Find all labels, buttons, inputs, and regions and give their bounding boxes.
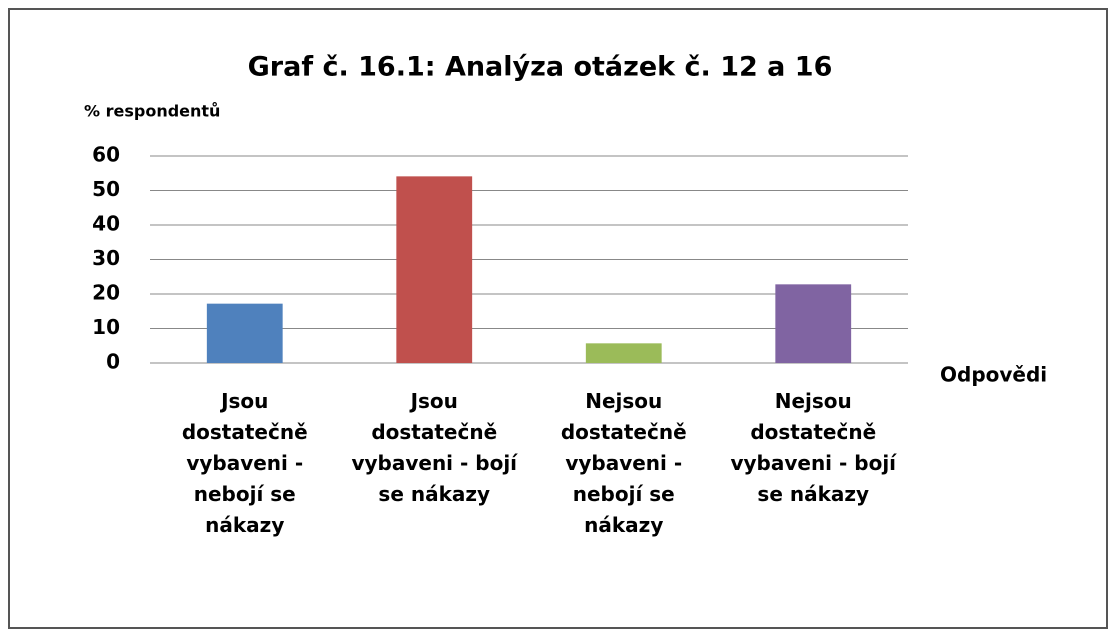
y-tick-label: 30 [92, 246, 120, 270]
x-tick-label: Jsou dostatečně vybaveni - bojí se nákaz… [351, 389, 518, 506]
bar [585, 343, 662, 363]
y-tick-label: 60 [92, 143, 120, 167]
bar [396, 176, 473, 363]
y-tick-label: 20 [92, 281, 120, 305]
y-tick-label: 40 [92, 212, 120, 236]
x-axis-title: Odpovědi [940, 363, 1047, 387]
x-tick-label: Nejsou dostatečně vybaveni - bojí se nák… [730, 389, 897, 506]
x-tick-label: Jsou dostatečně vybaveni - nebojí se nák… [181, 389, 308, 537]
y-tick-label: 10 [92, 315, 120, 339]
chart-title: Graf č. 16.1: Analýza otázek č. 12 a 16 [248, 52, 833, 83]
bar [775, 284, 852, 363]
bar [206, 303, 283, 363]
y-tick-label: 50 [92, 177, 120, 201]
x-tick-label: Nejsou dostatečně vybaveni - nebojí se n… [560, 389, 687, 537]
chart-border [8, 8, 1108, 629]
y-tick-label: 0 [106, 350, 120, 374]
y-axis-title: % respondentů [84, 102, 220, 121]
